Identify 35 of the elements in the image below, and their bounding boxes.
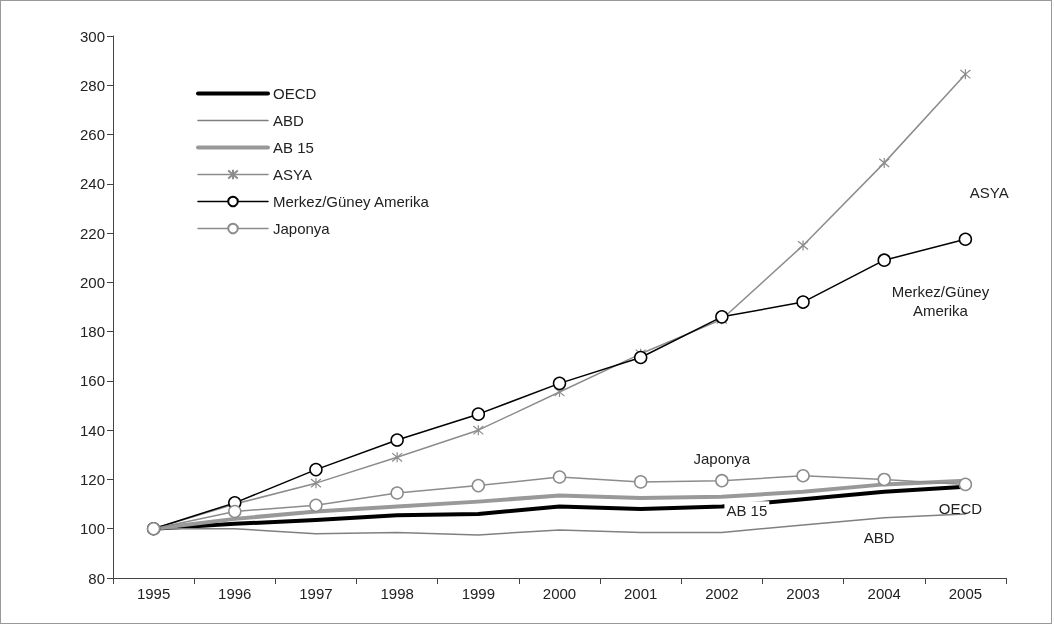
y-tick-label: 220: [79, 224, 105, 242]
y-tick-label: 180: [79, 323, 105, 341]
x-tick-label: 1995: [136, 585, 171, 602]
y-tick-label: 300: [79, 27, 105, 45]
legend-label: OECD: [273, 85, 317, 102]
y-tick-label: 160: [79, 372, 105, 390]
y-tick-label: 240: [79, 175, 105, 193]
y-tick-label: 120: [79, 470, 105, 488]
x-tick-label: 1999: [461, 585, 496, 602]
x-tick-label: 2003: [786, 585, 820, 602]
legend-label: Japonya: [273, 220, 331, 237]
x-tick-label: 2005: [948, 585, 983, 602]
legend-label: Merkez/Güney Amerika: [273, 193, 430, 210]
text: Japonya: [693, 450, 751, 468]
text: AB 15: [726, 502, 768, 520]
text: OECD: [938, 500, 983, 518]
x-tick-label: 2000: [542, 585, 577, 602]
y-tick-label: 100: [79, 520, 105, 538]
legend-label: ASYA: [273, 166, 312, 183]
x-tick-label: 2001: [623, 585, 658, 602]
text: ABD: [863, 529, 895, 547]
x-tick-label: 1996: [218, 585, 252, 602]
text: ASYA: [969, 184, 1009, 202]
y-tick-label: 260: [79, 126, 105, 144]
y-tick-label: 200: [79, 273, 105, 291]
y-tick-label: 280: [79, 76, 105, 94]
x-tick-label: 2002: [705, 585, 739, 602]
text: Merkez/Güney Amerika: [891, 283, 990, 320]
x-tick-label: 2004: [867, 585, 901, 602]
y-tick-label: 140: [79, 421, 105, 439]
legend-label: ABD: [273, 112, 305, 129]
y-tick-label: 80: [88, 569, 105, 587]
x-tick-label: 1997: [299, 585, 333, 602]
legend-label: AB 15: [273, 139, 314, 156]
x-tick-label: 1998: [380, 585, 414, 602]
